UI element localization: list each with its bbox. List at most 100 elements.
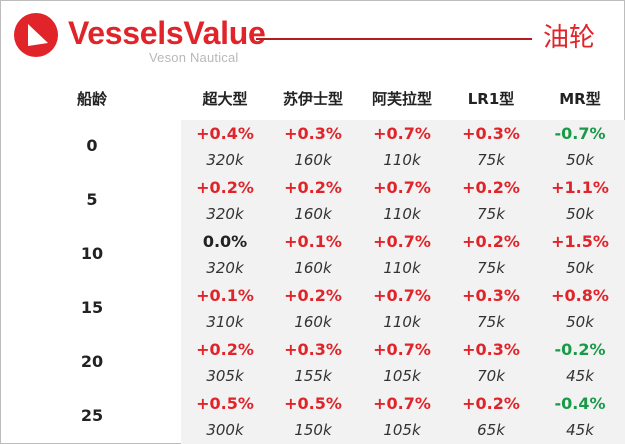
- row-age-label: 5: [86, 190, 98, 209]
- table-cell: -0.2% 45k: [535, 336, 625, 390]
- percent-change: +0.7%: [373, 232, 431, 251]
- table-cell: +0.7% 105k: [357, 390, 447, 444]
- vessel-value: 50k: [566, 259, 594, 277]
- row-age-label: 20: [80, 352, 104, 371]
- table-cell: +0.2% 75k: [447, 228, 535, 282]
- table-cell: +0.3% 75k: [447, 120, 535, 174]
- percent-change: +0.7%: [373, 124, 431, 143]
- vessel-value: 160k: [294, 151, 332, 169]
- percent-change: +0.3%: [462, 286, 520, 305]
- vessel-value: 70k: [477, 367, 505, 385]
- vesselsvalue-logo-icon: [14, 13, 58, 57]
- percent-change: 0.0%: [202, 232, 248, 251]
- percent-change: -0.2%: [554, 340, 606, 359]
- vessel-value: 160k: [294, 205, 332, 223]
- percent-change: +0.3%: [462, 340, 520, 359]
- vessel-value: 105k: [383, 367, 421, 385]
- table-row: 25 +0.5% 300k +0.5% 150k +0.7% 105k +0.2% 65k -0.…: [1, 390, 625, 444]
- table-cell: +0.7% 110k: [357, 282, 447, 336]
- percent-change: +0.3%: [462, 124, 520, 143]
- vessel-value: 155k: [294, 367, 332, 385]
- table-row: 15 +0.1% 310k +0.2% 160k +0.7% 110k +0.3% 75k +0.…: [1, 282, 625, 336]
- percent-change: +0.2%: [196, 340, 254, 359]
- percent-change: +0.7%: [373, 178, 431, 197]
- percent-change: +0.2%: [284, 286, 342, 305]
- percent-change: +0.8%: [551, 286, 609, 305]
- vessel-value: 110k: [383, 205, 421, 223]
- table-row: 0 +0.4% 320k +0.3% 160k +0.7% 110k +0.3% 75k -0.7…: [1, 120, 625, 174]
- vessel-value: 300k: [206, 421, 244, 439]
- table-row: 20 +0.2% 305k +0.3% 155k +0.7% 105k +0.3% 70k -0.…: [1, 336, 625, 390]
- vessel-value: 320k: [206, 205, 244, 223]
- vessel-value: 75k: [477, 205, 505, 223]
- table-cell: +0.7% 110k: [357, 228, 447, 282]
- percent-change: +0.2%: [462, 394, 520, 413]
- table-cell: +0.5% 150k: [269, 390, 357, 444]
- percent-change: +0.2%: [196, 178, 254, 197]
- table-cell: +0.2% 65k: [447, 390, 535, 444]
- vessel-value: 110k: [383, 151, 421, 169]
- table-cell: +0.1% 160k: [269, 228, 357, 282]
- vessel-value: 160k: [294, 313, 332, 331]
- column-header-vlcc: 超大型: [202, 90, 248, 108]
- column-header-aframax: 阿芙拉型: [371, 90, 432, 108]
- table-cell: +0.2% 75k: [447, 174, 535, 228]
- vessel-value: 150k: [294, 421, 332, 439]
- table-cell: +0.3% 160k: [269, 120, 357, 174]
- percent-change: +0.2%: [462, 232, 520, 251]
- column-header-mr: MR型: [559, 90, 601, 108]
- percent-change: +0.2%: [462, 178, 520, 197]
- vessel-value: 50k: [566, 205, 594, 223]
- column-header-suezmax: 苏伊士型: [282, 90, 343, 108]
- table-cell: +0.2% 305k: [181, 336, 269, 390]
- percent-change: +0.2%: [284, 178, 342, 197]
- table-cell: +0.7% 110k: [357, 174, 447, 228]
- table-cell: 0.0% 320k: [181, 228, 269, 282]
- column-header-lr1: LR1型: [467, 90, 515, 108]
- vessel-value: 110k: [383, 313, 421, 331]
- brand-subtitle: Veson Nautical: [149, 50, 239, 65]
- percent-change: +1.5%: [551, 232, 609, 251]
- table-cell: +0.3% 70k: [447, 336, 535, 390]
- vessel-value: 45k: [566, 367, 594, 385]
- vessel-value: 310k: [206, 313, 244, 331]
- header: VesselsValue Veson Nautical 油轮: [1, 1, 625, 79]
- vessel-value: 45k: [566, 421, 594, 439]
- vessel-value: 320k: [206, 151, 244, 169]
- vessel-value: 50k: [566, 313, 594, 331]
- percent-change: +0.7%: [373, 340, 431, 359]
- percent-change: +1.1%: [551, 178, 609, 197]
- vessel-value: 75k: [477, 151, 505, 169]
- table-cell: +0.2% 320k: [181, 174, 269, 228]
- table-panel: [181, 120, 625, 444]
- percent-change: +0.3%: [284, 340, 342, 359]
- vessel-value: 65k: [477, 421, 505, 439]
- table-cell: +0.2% 160k: [269, 174, 357, 228]
- vessel-value: 105k: [383, 421, 421, 439]
- vessel-value: 305k: [206, 367, 244, 385]
- percent-change: +0.1%: [196, 286, 254, 305]
- percent-change: +0.3%: [284, 124, 342, 143]
- row-age-label: 15: [80, 298, 104, 317]
- percent-change: +0.1%: [284, 232, 342, 251]
- table-cell: +0.1% 310k: [181, 282, 269, 336]
- table-cell: +1.5% 50k: [535, 228, 625, 282]
- table-cell: +0.7% 110k: [357, 120, 447, 174]
- table-cell: +0.4% 320k: [181, 120, 269, 174]
- table-cell: +0.5% 300k: [181, 390, 269, 444]
- percent-change: -0.7%: [554, 124, 606, 143]
- row-age-label: 0: [86, 136, 98, 155]
- table-cell: +0.3% 155k: [269, 336, 357, 390]
- age-column-header: 船龄: [76, 90, 107, 108]
- percent-change: +0.7%: [373, 286, 431, 305]
- table-cell: -0.4% 45k: [535, 390, 625, 444]
- table-cell: +1.1% 50k: [535, 174, 625, 228]
- percent-change: +0.4%: [196, 124, 254, 143]
- table-cell: +0.8% 50k: [535, 282, 625, 336]
- percent-change: -0.4%: [554, 394, 606, 413]
- vessel-value: 50k: [566, 151, 594, 169]
- percent-change: +0.5%: [196, 394, 254, 413]
- page-title: 油轮: [543, 23, 596, 53]
- title-rule: [256, 38, 532, 40]
